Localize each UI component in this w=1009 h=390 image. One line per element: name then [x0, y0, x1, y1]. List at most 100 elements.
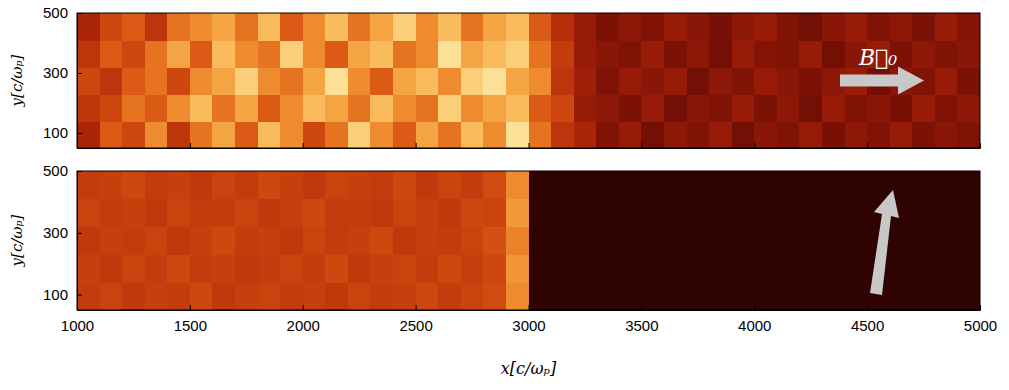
heatmap-cell [235, 40, 258, 68]
heatmap-cell [325, 121, 348, 148]
heatmap-cell [122, 94, 145, 122]
heatmap-cell [687, 40, 710, 68]
heatmap-cell [574, 94, 597, 122]
heatmap-cell [596, 199, 619, 227]
heatmap-cell [483, 13, 506, 41]
heatmap-cell [551, 67, 574, 95]
heatmap-cell [732, 121, 755, 148]
heatmap-cell [122, 199, 145, 227]
heatmap-cell [754, 199, 777, 227]
x-axis [78, 143, 981, 149]
y-axis-line [77, 172, 78, 311]
heatmap-cell [370, 13, 393, 41]
heatmap-cell [461, 282, 484, 310]
heatmap-cell [100, 94, 123, 122]
heatmap-cell [348, 227, 371, 255]
x-tick-label: 1000 [61, 317, 94, 334]
heatmap-cell [438, 121, 461, 148]
heatmap-cell [754, 227, 777, 255]
heatmap-cell [777, 13, 800, 41]
y-tick-label: 100 [43, 124, 68, 141]
x-tick-label: 2500 [399, 317, 432, 334]
heatmap-cell [393, 40, 416, 68]
heatmap-cell [529, 282, 552, 310]
heatmap-cell [348, 40, 371, 68]
heatmap-cell [483, 67, 506, 95]
heatmap-cell [145, 13, 168, 41]
heatmap-cell [416, 199, 439, 227]
heatmap-cell [799, 67, 822, 95]
x-tick-label: 4000 [738, 317, 771, 334]
heatmap-cell [416, 13, 439, 41]
heatmap-cell [325, 94, 348, 122]
x-tick-label: 2000 [287, 317, 320, 334]
heatmap-cell [574, 282, 597, 310]
heatmap-cell [212, 67, 235, 95]
heatmap-cell [619, 227, 642, 255]
heatmap-cell [393, 94, 416, 122]
x-tick: 3000 [512, 305, 545, 334]
heatmap-cell [145, 171, 168, 199]
heatmap-cell [912, 94, 935, 122]
heatmap-cell [890, 254, 913, 282]
heatmap-cell [574, 171, 597, 199]
heatmap-cell [596, 40, 619, 68]
x-tick-label: 5000 [964, 317, 997, 334]
heatmap-cell [190, 121, 213, 148]
plot-frame [77, 13, 980, 148]
x-tick [416, 143, 417, 148]
heatmap-cell [212, 227, 235, 255]
heatmap-cells [77, 171, 980, 310]
heatmap-cell [370, 171, 393, 199]
heatmap-cell [799, 254, 822, 282]
heatmap-cell [348, 121, 371, 148]
heatmap-cell [912, 254, 935, 282]
heatmap-cell [303, 254, 326, 282]
heatmap-cell [416, 171, 439, 199]
x-tick [980, 143, 981, 148]
heatmap-cell [100, 67, 123, 95]
heatmap-cell [77, 254, 100, 282]
heatmap-cell [574, 227, 597, 255]
heatmap-cell [506, 282, 529, 310]
y-tick: 500 [43, 162, 82, 179]
heatmap-cell [596, 227, 619, 255]
heatmap-cell [145, 227, 168, 255]
heatmap-cell [145, 121, 168, 148]
heatmap-cell [77, 227, 100, 255]
heatmap-cell [122, 13, 145, 41]
heatmap-cell [845, 13, 868, 41]
heatmap-cell [619, 121, 642, 148]
panel: 100300500y[c/ωₚ]B⃗₀ [8, 4, 981, 148]
x-tick-mark [416, 143, 417, 148]
heatmap-cell [957, 227, 980, 255]
heatmap-cell [551, 121, 574, 148]
heatmap-cell [777, 282, 800, 310]
heatmap-cell [348, 171, 371, 199]
heatmap-cell [167, 94, 190, 122]
heatmap-cell [687, 227, 710, 255]
heatmap-cell [325, 171, 348, 199]
heatmap-cell [506, 67, 529, 95]
heatmap-cell [77, 67, 100, 95]
heatmap-cell [596, 121, 619, 148]
figure: 100300500y[c/ωₚ]B⃗₀100015002000250030003… [0, 0, 1009, 390]
heatmap-cell [235, 67, 258, 95]
heatmap-cell [529, 40, 552, 68]
heatmap-cell [393, 67, 416, 95]
heatmap-cell [957, 121, 980, 148]
heatmap-cell [529, 67, 552, 95]
heatmap-cell [709, 254, 732, 282]
heatmap-cell [122, 254, 145, 282]
y-tick-label: 500 [43, 162, 68, 179]
x-tick-mark [416, 305, 417, 310]
heatmap-cell [664, 67, 687, 95]
heatmap-cell [122, 227, 145, 255]
heatmap-cell [303, 13, 326, 41]
heatmap-cell [935, 227, 958, 255]
x-tick: 2000 [287, 305, 320, 334]
heatmap-cell [799, 282, 822, 310]
heatmap-cell [280, 13, 303, 41]
heatmap-cell [303, 227, 326, 255]
heatmap-cell [709, 227, 732, 255]
